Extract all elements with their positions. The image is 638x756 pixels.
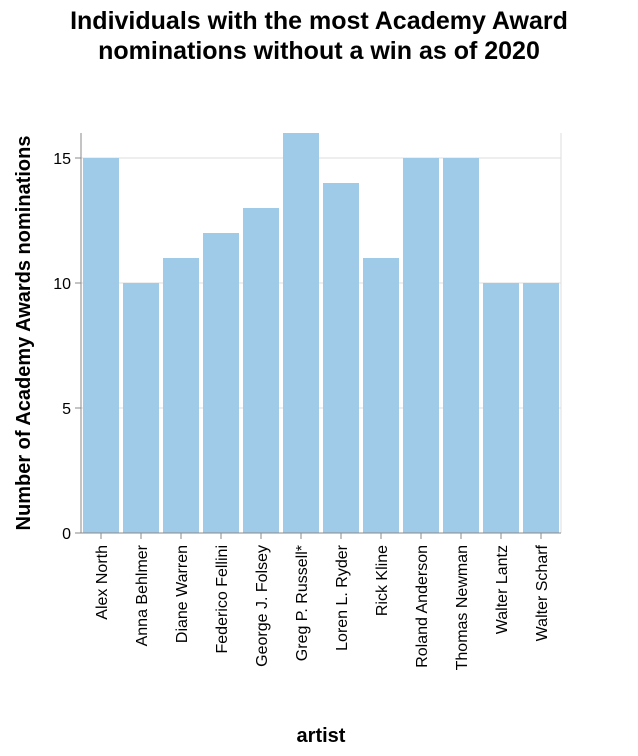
bar	[323, 183, 359, 533]
x-tick-label: Greg P. Russell*	[294, 545, 311, 661]
bar	[123, 283, 159, 533]
bar	[483, 283, 519, 533]
bar	[403, 158, 439, 533]
tick-labels: 0 5 10 15 Alex North Anna Behlmer Diane Warren…	[53, 151, 551, 670]
x-tick-label: Federico Fellini	[214, 545, 231, 653]
bar	[363, 258, 399, 533]
bar	[83, 158, 119, 533]
bar	[203, 233, 239, 533]
x-tick-label: Loren L. Ryder	[334, 544, 351, 651]
x-tick-label: Diane Warren	[174, 545, 191, 643]
x-tick-label: Walter Lantz	[494, 545, 511, 634]
x-tick-label: Walter Scharf	[534, 544, 551, 641]
x-tick-label: George J. Folsey	[254, 545, 271, 667]
x-tick-label: Rick Kline	[374, 545, 391, 616]
chart-title-line-1: Individuals with the most Academy Award	[70, 7, 568, 35]
bar	[243, 208, 279, 533]
y-tick-label: 15	[53, 151, 71, 168]
y-tick-label: 10	[53, 276, 71, 293]
y-tick-label: 0	[62, 526, 71, 543]
bars	[83, 133, 559, 533]
bar	[443, 158, 479, 533]
y-tick-label: 5	[62, 401, 71, 418]
x-tick-label: Anna Behlmer	[134, 544, 151, 646]
x-tick-label: Roland Anderson	[414, 545, 431, 668]
chart-title: Individuals with the most Academy Award …	[0, 6, 638, 66]
axes	[75, 133, 561, 539]
y-axis-title: Number of Academy Awards nominations	[13, 136, 35, 531]
bar	[283, 133, 319, 533]
chart-title-line-2: nominations without a win as of 2020	[98, 37, 540, 65]
bar	[523, 283, 559, 533]
x-tick-label: Thomas Newman	[454, 545, 471, 670]
bar	[163, 258, 199, 533]
x-axis-title: artist	[297, 725, 346, 747]
x-tick-label: Alex North	[94, 545, 111, 620]
